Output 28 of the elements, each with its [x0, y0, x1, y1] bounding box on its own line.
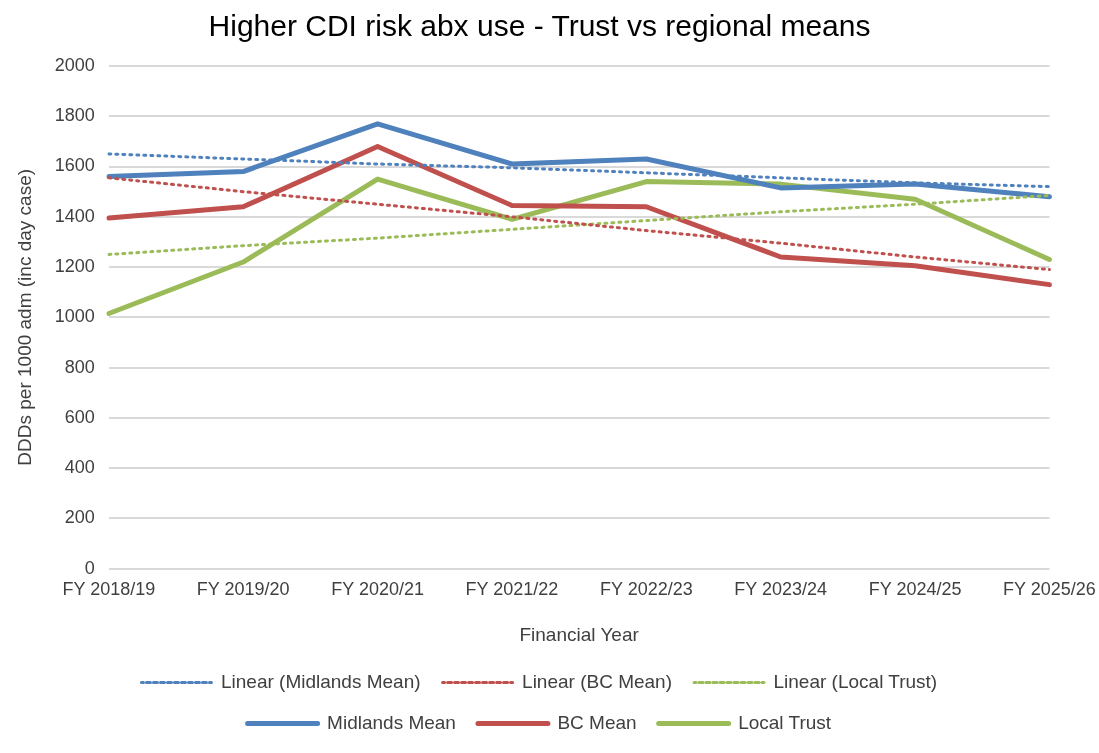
legend-label: BC Mean	[557, 711, 637, 733]
x-tick-label: FY 2019/20	[196, 579, 290, 600]
x-tick-label: FY 2025/26	[1003, 579, 1096, 600]
y-tick-label: 400	[64, 457, 95, 478]
y-tick-label: 0	[84, 557, 95, 578]
legend-label: Local Trust	[738, 711, 832, 733]
y-axis-title: DDDs per 1000 adm (inc day case)	[13, 168, 35, 466]
y-tick-label: 200	[64, 507, 95, 528]
legend-label: Linear (Midlands Mean)	[220, 670, 421, 692]
x-tick-label: FY 2020/21	[331, 579, 424, 600]
y-tick-label: 1000	[54, 306, 95, 327]
x-tick-label: FY 2018/19	[62, 579, 156, 600]
y-tick-label: 800	[64, 356, 95, 377]
y-tick-label: 1600	[54, 155, 95, 176]
y-tick-label: 2000	[54, 54, 95, 75]
x-tick-label: FY 2024/25	[868, 579, 962, 600]
legend-label: Linear (Local Trust)	[773, 670, 938, 692]
y-tick-label: 1200	[54, 256, 95, 277]
y-tick-label: 1400	[54, 205, 95, 226]
x-tick-label: FY 2022/23	[599, 579, 693, 600]
y-tick-label: 1800	[54, 105, 95, 126]
legend-label: Linear (BC Mean)	[522, 670, 673, 692]
chart-title: Higher CDI risk abx use - Trust vs regional means	[208, 9, 871, 43]
x-axis-title: Financial Year	[519, 623, 640, 645]
legend-label: Midlands Mean	[327, 711, 456, 733]
x-tick-label: FY 2021/22	[465, 579, 559, 600]
y-tick-label: 600	[64, 406, 95, 427]
x-tick-label: FY 2023/24	[734, 579, 828, 600]
